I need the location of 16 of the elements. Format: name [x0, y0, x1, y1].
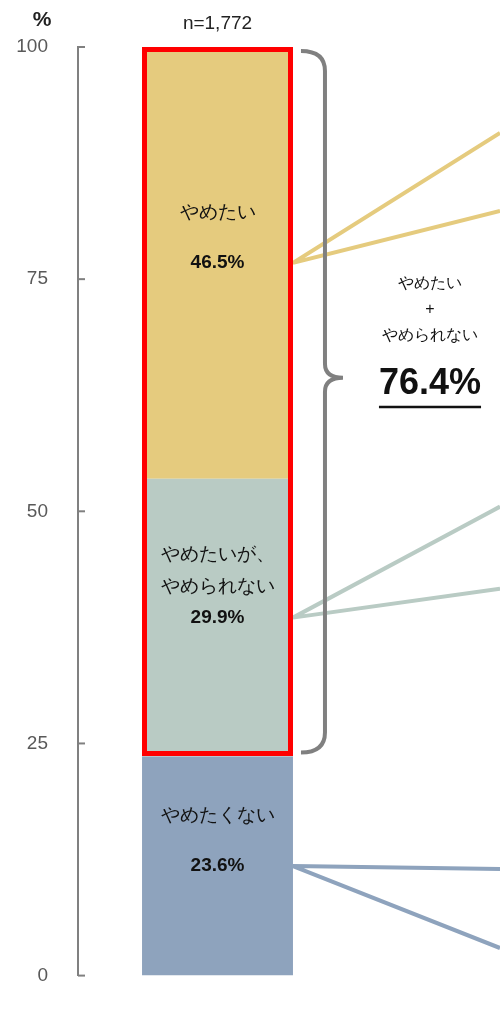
series-label: やめたい — [179, 201, 256, 223]
bar — [142, 756, 293, 976]
y-tick-label: 100 — [16, 35, 48, 57]
series-label: やめたいが、やめられない — [160, 542, 275, 596]
y-tick-label: 50 — [26, 499, 48, 521]
y-tick-label: 25 — [26, 731, 48, 753]
y-tick-label: 75 — [26, 267, 48, 289]
data-label: 46.5% — [190, 251, 245, 273]
text: やめたい + やめられない — [382, 274, 478, 344]
x-tick-label: n=1,772 — [182, 11, 253, 33]
text: 76.4% — [378, 360, 482, 402]
y-tick-label: 0 — [37, 963, 48, 985]
y-axis-title: % — [32, 6, 52, 30]
series-label: やめたくない — [160, 804, 275, 826]
data-label: 23.6% — [190, 854, 245, 876]
data-label: 29.9% — [190, 605, 245, 627]
